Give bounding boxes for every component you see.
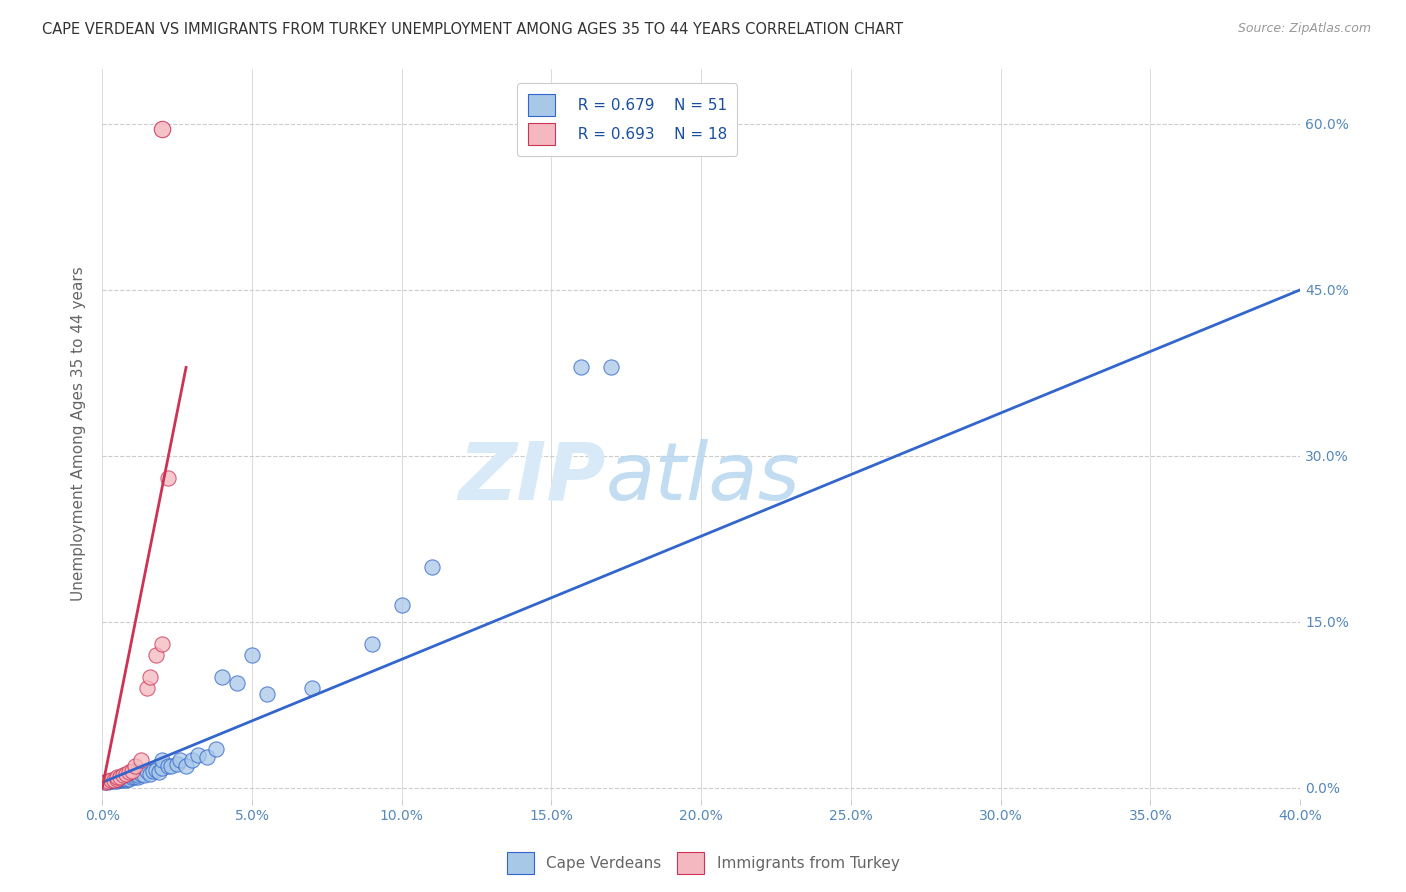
Point — [118, 768, 141, 782]
Point — [112, 772, 135, 786]
Point — [211, 670, 233, 684]
Point — [195, 750, 218, 764]
Point — [127, 770, 149, 784]
Point — [112, 771, 135, 785]
Point — [121, 764, 143, 779]
Point — [129, 766, 152, 780]
Point — [174, 759, 197, 773]
Point — [166, 756, 188, 771]
Point — [97, 775, 120, 789]
Point — [115, 766, 138, 780]
Point — [97, 774, 120, 789]
Point — [600, 360, 623, 375]
Point — [205, 742, 228, 756]
Point — [112, 773, 135, 788]
Point — [240, 648, 263, 662]
Point — [391, 599, 413, 613]
Point — [157, 759, 180, 773]
Point — [157, 471, 180, 485]
Point — [115, 770, 138, 784]
Point — [139, 766, 162, 780]
Text: Source: ZipAtlas.com: Source: ZipAtlas.com — [1237, 22, 1371, 36]
Point — [420, 559, 443, 574]
Point — [105, 774, 128, 789]
Point — [112, 768, 135, 782]
Text: atlas: atlas — [606, 439, 800, 516]
Point — [142, 764, 165, 779]
Point — [115, 772, 138, 786]
Point — [103, 774, 125, 789]
Point — [121, 766, 143, 780]
Point — [181, 753, 204, 767]
Point — [108, 770, 131, 784]
Text: ZIP: ZIP — [458, 439, 606, 516]
Point — [115, 773, 138, 788]
Point — [148, 765, 170, 780]
Point — [134, 768, 156, 782]
Point — [103, 773, 125, 788]
Point — [145, 764, 167, 778]
Point — [160, 759, 183, 773]
Point — [103, 773, 125, 788]
Point — [136, 681, 159, 696]
Point — [187, 747, 209, 762]
Point — [360, 637, 382, 651]
Point — [124, 759, 146, 773]
Point — [150, 753, 173, 767]
Point — [256, 687, 278, 701]
Point — [169, 753, 191, 767]
Point — [94, 775, 117, 789]
Point — [105, 772, 128, 786]
Point — [105, 773, 128, 788]
Point — [108, 773, 131, 788]
Point — [100, 773, 122, 788]
Point — [226, 676, 249, 690]
Point — [124, 770, 146, 784]
Point — [121, 770, 143, 784]
Y-axis label: Unemployment Among Ages 35 to 44 years: Unemployment Among Ages 35 to 44 years — [72, 267, 86, 601]
Point — [129, 753, 152, 767]
Point — [127, 768, 149, 782]
Point — [118, 772, 141, 786]
Point — [139, 670, 162, 684]
Point — [124, 764, 146, 779]
Point — [108, 772, 131, 786]
Point — [136, 764, 159, 779]
Legend:   R = 0.679    N = 51,   R = 0.693    N = 18: R = 0.679 N = 51, R = 0.693 N = 18 — [517, 84, 738, 156]
Point — [301, 681, 323, 696]
Point — [150, 637, 173, 651]
Point — [118, 765, 141, 780]
Point — [100, 774, 122, 789]
Point — [105, 770, 128, 784]
Legend: Cape Verdeans, Immigrants from Turkey: Cape Verdeans, Immigrants from Turkey — [501, 846, 905, 880]
Point — [145, 648, 167, 662]
Point — [569, 360, 592, 375]
Point — [94, 775, 117, 789]
Point — [150, 122, 173, 136]
Text: CAPE VERDEAN VS IMMIGRANTS FROM TURKEY UNEMPLOYMENT AMONG AGES 35 TO 44 YEARS CO: CAPE VERDEAN VS IMMIGRANTS FROM TURKEY U… — [42, 22, 903, 37]
Point — [150, 761, 173, 775]
